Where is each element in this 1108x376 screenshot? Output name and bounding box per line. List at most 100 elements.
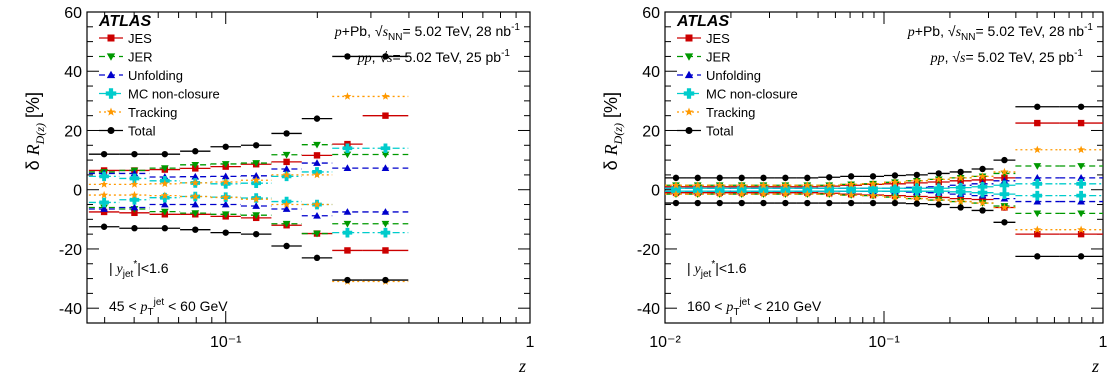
- data-point-marker: [252, 230, 260, 238]
- data-point-marker: [130, 190, 139, 199]
- data-point-marker: [957, 168, 964, 176]
- data-point-marker: [715, 181, 724, 189]
- data-point-marker: [100, 205, 108, 212]
- y-tick-label: 20: [642, 123, 660, 140]
- rapidity-cut: | yjet*|<1.6: [109, 259, 169, 280]
- y-tick-label: -20: [59, 242, 82, 259]
- data-point-marker: [1077, 197, 1085, 205]
- data-point-marker: [160, 191, 169, 199]
- legend-entry-label: Unfolding: [128, 68, 183, 83]
- data-point-marker: [826, 199, 833, 207]
- data-point-marker: [999, 189, 1010, 199]
- data-point-marker: [129, 173, 140, 184]
- data-point-marker: [191, 172, 200, 180]
- legend-entry-label: MC non-closure: [706, 87, 798, 102]
- legend-entry-label: Total: [706, 124, 734, 139]
- data-point-marker: [868, 186, 878, 196]
- data-point-marker: [283, 242, 290, 250]
- kinematic-cuts: | yjet*|<1.6 160 < pTjet < 210 GeV: [687, 259, 822, 318]
- data-point-marker: [869, 179, 877, 188]
- data-point-marker: [343, 208, 352, 215]
- legend-entry-label: Total: [128, 124, 156, 139]
- x-tick-label: 10⁻¹: [868, 334, 900, 351]
- data-point-marker: [803, 190, 812, 198]
- y-tick-label: 60: [64, 5, 82, 22]
- data-point-marker: [380, 227, 391, 238]
- legend-marker: [684, 53, 694, 61]
- data-point-marker: [342, 143, 353, 154]
- data-point-marker: [382, 53, 389, 60]
- data-point-marker: [160, 192, 170, 203]
- series-jer: [665, 163, 1103, 218]
- data-series-group: [665, 103, 1103, 260]
- legend-marker: [684, 70, 694, 79]
- data-point-marker: [283, 130, 290, 137]
- x-tick-label: 10⁻²: [649, 334, 681, 351]
- data-point-marker: [956, 197, 965, 205]
- legend-entry-label: Tracking: [128, 105, 177, 120]
- data-point-marker: [891, 199, 899, 207]
- data-point-marker: [344, 276, 351, 284]
- data-point-marker: [1033, 197, 1042, 205]
- data-point-marker: [1033, 145, 1042, 154]
- data-point-marker: [1033, 163, 1042, 170]
- data-point-marker: [912, 186, 922, 196]
- data-point-marker: [804, 174, 811, 182]
- data-point-marker: [1077, 145, 1086, 154]
- data-point-marker: [100, 190, 109, 199]
- run-info: p+Pb, √sNN= 5.02 TeV, 28 nb-1 pp, √s= 5.0…: [334, 22, 521, 66]
- data-point-marker: [913, 200, 921, 207]
- data-point-marker: [1077, 230, 1085, 238]
- rapidity-cut: | yjet*|<1.6: [687, 259, 747, 280]
- data-point-marker: [282, 165, 291, 172]
- data-point-marker: [934, 175, 943, 183]
- data-point-marker: [130, 180, 139, 188]
- data-point-marker: [891, 172, 899, 179]
- data-point-marker: [955, 186, 966, 197]
- data-point-marker: [252, 212, 261, 220]
- x-tick-label: 1: [1099, 334, 1108, 351]
- series-mc-non-closure: [88, 143, 409, 238]
- y-axis-title: δ RD(z) [%]: [23, 92, 47, 170]
- data-point-marker: [100, 150, 108, 158]
- series-tracking: [88, 92, 409, 285]
- series-tracking: [665, 145, 1103, 234]
- y-tick-label: -20: [637, 242, 660, 259]
- data-point-marker: [693, 190, 702, 198]
- x-tick-label: 10⁻¹: [210, 334, 242, 351]
- y-tick-label: 60: [642, 5, 660, 22]
- y-tick-label: 40: [64, 64, 82, 81]
- pt-cut: 160 < pTjet < 210 GeV: [687, 297, 822, 318]
- data-point-marker: [100, 223, 108, 230]
- data-point-marker: [1032, 190, 1043, 201]
- data-point-marker: [977, 187, 988, 198]
- data-point-marker: [313, 200, 321, 208]
- legend-entry-label: MC non-closure: [128, 87, 220, 102]
- x-axis-title: z: [518, 356, 526, 376]
- data-point-marker: [1033, 210, 1042, 218]
- data-point-marker: [381, 151, 390, 159]
- data-point-marker: [131, 209, 138, 217]
- data-point-marker: [760, 199, 767, 207]
- legend-entry-label: JES: [128, 31, 152, 46]
- data-point-marker: [252, 160, 261, 167]
- data-point-marker: [381, 208, 390, 215]
- data-point-marker: [999, 180, 1010, 191]
- data-point-marker: [716, 174, 723, 182]
- data-point-marker: [715, 190, 724, 198]
- data-point-marker: [313, 230, 321, 238]
- data-point-marker: [313, 115, 321, 122]
- data-point-marker: [282, 220, 291, 228]
- data-point-marker: [978, 172, 987, 180]
- data-point-marker: [737, 190, 746, 198]
- data-point-marker: [782, 174, 789, 182]
- legend-entry-label: JES: [706, 31, 730, 46]
- legend-marker: [685, 127, 693, 134]
- data-point-marker: [252, 142, 260, 149]
- run-info: p+Pb, √sNN= 5.02 TeV, 28 nb-1 pp, √s= 5.0…: [907, 22, 1094, 66]
- data-point-marker: [890, 186, 900, 196]
- data-point-marker: [912, 194, 921, 202]
